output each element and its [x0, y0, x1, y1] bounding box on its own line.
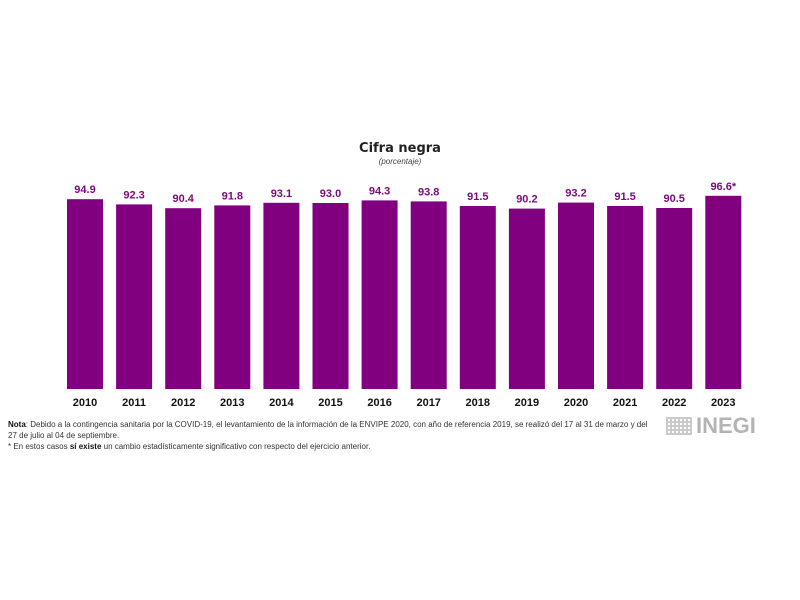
bar-2010: [67, 199, 103, 389]
x-tick-2023: 2023: [711, 397, 735, 409]
bar-2019: [508, 208, 545, 389]
data-label-2010: 94.9: [74, 184, 95, 196]
inegi-logo: INEGI: [666, 413, 756, 439]
data-label-2020: 93.2: [565, 188, 586, 200]
note-text: : Debido a la contingencia sanitaria por…: [8, 420, 648, 440]
bar-2022: [656, 208, 693, 389]
x-tick-2013: 2013: [220, 397, 244, 409]
asterisk-prefix: * En estos casos: [8, 442, 70, 451]
note-covid: Nota: Debido a la contingencia sanitaria…: [8, 419, 648, 441]
data-label-2015: 93.0: [320, 188, 341, 200]
x-tick-2011: 2011: [122, 397, 146, 409]
data-labels-group: 94.9 92.3 90.4 91.8 93.1 93.0 94.3 93.8 91.5 90.2…: [74, 181, 737, 206]
bar-2012: [165, 208, 202, 389]
data-label-2022: 90.5: [663, 193, 684, 205]
data-label-2016: 94.3: [369, 185, 390, 197]
bar-2014: [263, 202, 300, 389]
note-asterisk: * En estos casos sí existe un cambio est…: [8, 441, 648, 452]
x-tick-2020: 2020: [564, 397, 588, 409]
note-label: Nota: [8, 420, 26, 429]
inegi-logo-icon: [666, 417, 692, 435]
bars-group: [67, 195, 742, 389]
x-ticks-group: 2010 2011 2012 2013 2014 2015 2016 2017 2018 2019…: [73, 397, 736, 409]
bar-2016: [361, 200, 398, 389]
bar-2015: [312, 203, 349, 389]
data-label-2018: 91.5: [467, 191, 488, 203]
data-label-2021: 91.5: [614, 191, 635, 203]
bar-2018: [459, 206, 496, 389]
x-tick-2019: 2019: [515, 397, 539, 409]
x-tick-2016: 2016: [367, 397, 391, 409]
bar-2021: [607, 206, 644, 389]
data-label-2019: 90.2: [516, 194, 537, 206]
logo-text: INEGI: [696, 413, 756, 438]
x-tick-2021: 2021: [613, 397, 637, 409]
x-tick-2015: 2015: [318, 397, 342, 409]
chart-title: Cifra negra: [359, 141, 441, 156]
x-tick-2010: 2010: [73, 397, 97, 409]
bar-2020: [558, 202, 594, 389]
asterisk-bold: sí existe: [69, 442, 102, 451]
chart-subtitle: (porcentaje): [378, 157, 422, 166]
footnotes: Nota: Debido a la contingencia sanitaria…: [8, 419, 648, 452]
asterisk-suffix: un cambio estadísticamente significativo…: [101, 442, 371, 451]
bar-2023: [705, 195, 742, 389]
data-label-2012: 90.4: [172, 193, 194, 205]
data-label-2014: 93.1: [271, 188, 292, 200]
x-tick-2017: 2017: [416, 397, 440, 409]
x-tick-2012: 2012: [171, 397, 195, 409]
data-label-2017: 93.8: [418, 186, 439, 198]
x-tick-2022: 2022: [662, 397, 686, 409]
x-tick-2018: 2018: [466, 397, 490, 409]
x-tick-2014: 2014: [269, 397, 294, 409]
bar-chart: 94.9 92.3 90.4 91.8 93.1 93.0 94.3 93.8 91.5 90.2…: [67, 181, 742, 409]
bar-2017: [410, 201, 447, 389]
data-label-2011: 92.3: [123, 189, 144, 201]
data-label-2023: 96.6*: [710, 181, 736, 193]
bar-2013: [214, 205, 251, 389]
data-label-2013: 91.8: [222, 190, 243, 202]
bar-2011: [116, 204, 153, 389]
